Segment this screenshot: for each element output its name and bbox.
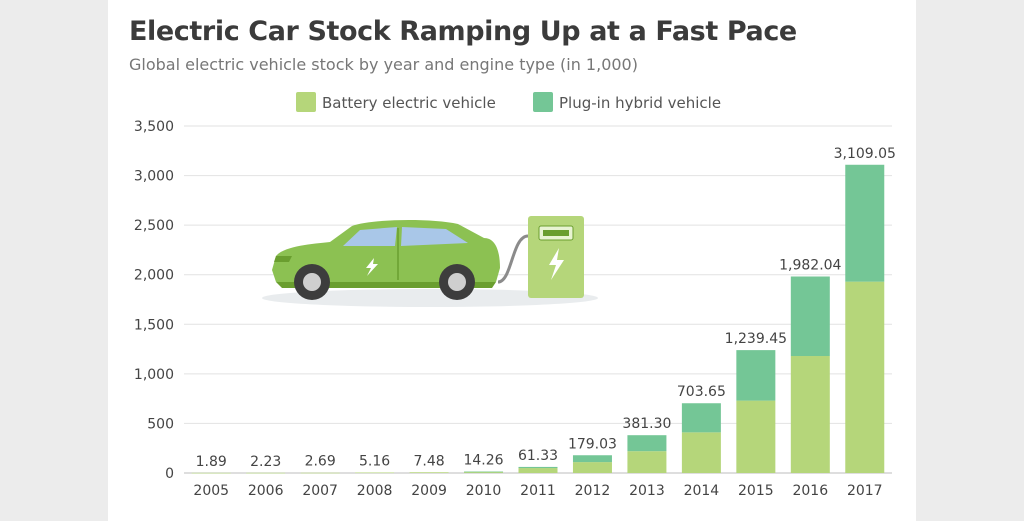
bar-bev-2015 xyxy=(736,400,776,473)
legend-swatch-bev xyxy=(296,92,316,112)
legend-swatch-phev xyxy=(533,92,553,112)
legend-label-phev: Plug-in hybrid vehicle xyxy=(559,94,721,112)
bar-total-label-2015: 1,239.45 xyxy=(725,331,787,347)
x-tick-label-2007: 2007 xyxy=(302,483,338,499)
bar-bev-2010 xyxy=(464,471,504,473)
x-tick-label-2015: 2015 xyxy=(738,483,774,499)
chart-subtitle: Global electric vehicle stock by year an… xyxy=(129,55,638,74)
legend-label-bev: Battery electric vehicle xyxy=(322,94,496,112)
y-tick-label: 1,000 xyxy=(134,367,174,383)
electric-car-charging-icon xyxy=(262,216,598,307)
bar-total-label-2005: 1.89 xyxy=(196,454,227,470)
car-front-hub xyxy=(303,273,321,291)
x-tick-label-2008: 2008 xyxy=(357,483,393,499)
bar-total-label-2016: 1,982.04 xyxy=(779,257,841,273)
legend: Battery electric vehicle Plug-in hybrid … xyxy=(296,92,721,112)
charger-bolt-icon xyxy=(549,248,564,280)
bar-total-labels: 1.89 2.23 2.69 5.16 7.48 14.26 61.33 179.03 381.… xyxy=(196,146,896,470)
y-tick-label: 2,000 xyxy=(134,268,174,284)
bar-total-label-2009: 7.48 xyxy=(413,453,444,469)
bar-phev-2014 xyxy=(681,403,721,433)
bar-bev-2011 xyxy=(518,468,558,473)
x-tick-label-2012: 2012 xyxy=(575,483,611,499)
bar-phev-2015 xyxy=(736,350,776,401)
y-tick-label: 3,000 xyxy=(134,169,174,185)
bar-bev-2009 xyxy=(409,472,449,473)
bar-bev-2008 xyxy=(355,472,395,474)
x-tick-label-2005: 2005 xyxy=(193,483,229,499)
x-tick-label-2006: 2006 xyxy=(248,483,284,499)
bar-bev-2007 xyxy=(300,472,340,474)
x-tick-label-2016: 2016 xyxy=(792,483,828,499)
y-axis: 0 500 1,000 1,500 2,000 2,500 3,000 3,500 xyxy=(134,119,174,482)
bar-bev-2016 xyxy=(790,356,830,473)
car-headlight xyxy=(274,256,292,262)
bar-total-label-2007: 2.69 xyxy=(305,454,336,470)
charger-battery-icon xyxy=(543,230,569,236)
x-tick-label-2014: 2014 xyxy=(684,483,720,499)
car-rear-hub xyxy=(448,273,466,291)
bar-phev-2017 xyxy=(845,164,885,282)
bar-bev-2006 xyxy=(246,472,286,474)
x-tick-label-2017: 2017 xyxy=(847,483,883,499)
x-axis: 2005 2006 2007 2008 2009 2010 2011 2012 2013 2014… xyxy=(193,483,882,499)
bar-total-label-2010: 14.26 xyxy=(463,453,503,469)
bar-phev-2013 xyxy=(627,435,667,452)
bar-bev-2014 xyxy=(681,432,721,473)
bar-bev-2013 xyxy=(627,451,667,473)
bar-total-label-2013: 381.30 xyxy=(622,416,671,432)
y-tick-label: 1,500 xyxy=(134,317,174,333)
bar-total-label-2008: 5.16 xyxy=(359,453,390,469)
car-front-window xyxy=(343,227,397,246)
bar-phev-2012 xyxy=(572,455,612,463)
bar-total-label-2006: 2.23 xyxy=(250,454,281,470)
bar-total-label-2017: 3,109.05 xyxy=(834,146,896,162)
y-tick-label: 2,500 xyxy=(134,218,174,234)
bar-phev-2010 xyxy=(464,471,504,473)
x-tick-label-2010: 2010 xyxy=(466,483,502,499)
car-bolt-icon xyxy=(366,258,378,276)
bar-total-label-2011: 61.33 xyxy=(518,448,558,464)
bars xyxy=(191,164,885,474)
bar-phev-2011 xyxy=(518,466,558,469)
x-tick-label-2013: 2013 xyxy=(629,483,665,499)
bar-phev-2016 xyxy=(790,276,830,357)
y-tick-label: 3,500 xyxy=(134,119,174,135)
bar-total-label-2012: 179.03 xyxy=(568,436,617,452)
charging-cable xyxy=(497,234,529,284)
bar-bev-2005 xyxy=(191,472,231,474)
y-tick-label: 500 xyxy=(147,416,174,432)
car-rear-window xyxy=(401,227,468,246)
bar-total-label-2014: 703.65 xyxy=(677,384,726,400)
bar-bev-2012 xyxy=(572,462,612,473)
y-tick-label: 0 xyxy=(165,466,174,482)
x-tick-label-2009: 2009 xyxy=(411,483,447,499)
car-shadow xyxy=(262,289,598,307)
chart-title: Electric Car Stock Ramping Up at a Fast … xyxy=(129,16,797,47)
bar-bev-2017 xyxy=(845,281,885,473)
x-tick-label-2011: 2011 xyxy=(520,483,556,499)
